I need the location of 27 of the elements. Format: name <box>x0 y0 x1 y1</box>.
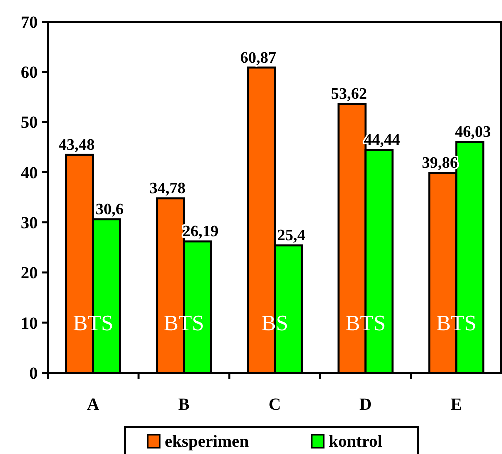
y-tick-label: 10 <box>21 314 38 333</box>
y-tick-label: 30 <box>21 214 38 233</box>
annotation: BTS <box>73 310 114 336</box>
data-label: 25,4 <box>278 228 306 245</box>
legend-label: kontrol <box>329 432 383 451</box>
y-tick-label: 20 <box>21 264 38 283</box>
data-label: 53,62 <box>331 86 368 104</box>
data-label: 30,6 <box>96 202 124 219</box>
x-tick-label: A <box>87 395 100 414</box>
y-tick-label: 0 <box>30 364 38 383</box>
y-tick-label: 40 <box>21 163 38 182</box>
x-tick-label: E <box>450 395 462 414</box>
data-label: 34,78 <box>150 180 186 198</box>
x-tick-label: C <box>268 395 282 414</box>
annotation: BTS <box>346 310 386 336</box>
data-label: 43,48 <box>58 136 95 154</box>
y-tick-label: 60 <box>21 63 38 82</box>
data-label: 60,87 <box>240 50 276 67</box>
annotation: BTS <box>164 310 204 336</box>
x-tick-label: D <box>360 395 372 414</box>
annotation: BTS <box>436 310 477 336</box>
annotation: BS <box>262 310 288 336</box>
y-tick-label: 50 <box>21 113 38 132</box>
data-label: 46,03 <box>455 124 492 142</box>
x-tick-label: B <box>178 395 190 414</box>
legend-label: eksperimen <box>165 432 250 451</box>
y-tick-label: 70 <box>21 12 38 32</box>
